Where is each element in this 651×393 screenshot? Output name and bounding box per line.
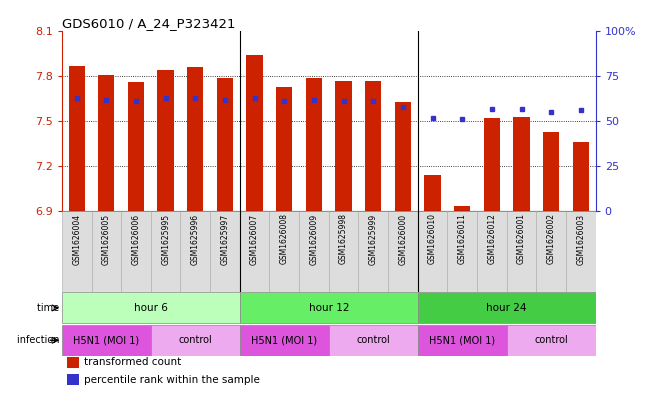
Bar bbox=[424, 175, 441, 211]
Bar bbox=[270, 211, 299, 292]
Bar bbox=[187, 67, 204, 211]
Bar bbox=[62, 211, 92, 292]
Text: control: control bbox=[356, 335, 390, 345]
Text: GSM1626005: GSM1626005 bbox=[102, 213, 111, 264]
Bar bbox=[121, 211, 151, 292]
Text: transformed count: transformed count bbox=[84, 358, 182, 367]
Bar bbox=[210, 211, 240, 292]
Text: GSM1625995: GSM1625995 bbox=[161, 213, 170, 264]
Text: GSM1626012: GSM1626012 bbox=[488, 213, 496, 264]
Bar bbox=[506, 325, 596, 356]
Text: hour 24: hour 24 bbox=[486, 303, 527, 313]
Text: H5N1 (MOI 1): H5N1 (MOI 1) bbox=[74, 335, 139, 345]
Text: infection: infection bbox=[16, 335, 62, 345]
Text: hour 6: hour 6 bbox=[134, 303, 168, 313]
Bar bbox=[484, 118, 500, 211]
Bar bbox=[447, 211, 477, 292]
Bar bbox=[477, 211, 506, 292]
Bar bbox=[536, 211, 566, 292]
Bar bbox=[151, 211, 180, 292]
Bar bbox=[158, 70, 174, 211]
Text: GSM1626001: GSM1626001 bbox=[517, 213, 526, 264]
Bar bbox=[514, 117, 530, 211]
Bar bbox=[359, 211, 388, 292]
Bar bbox=[418, 211, 447, 292]
Bar bbox=[62, 325, 151, 356]
Text: control: control bbox=[178, 335, 212, 345]
Bar bbox=[151, 325, 240, 356]
Bar bbox=[454, 206, 471, 211]
Bar bbox=[306, 78, 322, 211]
Bar bbox=[92, 211, 121, 292]
Bar bbox=[240, 325, 329, 356]
Text: H5N1 (MOI 1): H5N1 (MOI 1) bbox=[429, 335, 495, 345]
Text: hour 12: hour 12 bbox=[309, 303, 349, 313]
Bar bbox=[276, 87, 292, 211]
Text: GDS6010 / A_24_P323421: GDS6010 / A_24_P323421 bbox=[62, 17, 236, 30]
Text: GSM1626006: GSM1626006 bbox=[132, 213, 141, 264]
Bar bbox=[67, 357, 79, 368]
Text: GSM1626010: GSM1626010 bbox=[428, 213, 437, 264]
Bar bbox=[67, 374, 79, 385]
Text: GSM1625997: GSM1625997 bbox=[221, 213, 229, 264]
Text: GSM1626008: GSM1626008 bbox=[280, 213, 289, 264]
Bar bbox=[543, 132, 559, 211]
Bar bbox=[299, 211, 329, 292]
Text: GSM1626003: GSM1626003 bbox=[576, 213, 585, 264]
Bar bbox=[335, 81, 352, 211]
Bar bbox=[566, 211, 596, 292]
Bar bbox=[573, 142, 589, 211]
Text: GSM1626009: GSM1626009 bbox=[309, 213, 318, 264]
Bar bbox=[365, 81, 381, 211]
Text: control: control bbox=[534, 335, 568, 345]
Bar bbox=[329, 211, 359, 292]
Text: GSM1626011: GSM1626011 bbox=[458, 213, 467, 264]
Text: GSM1626002: GSM1626002 bbox=[547, 213, 556, 264]
Text: GSM1625999: GSM1625999 bbox=[368, 213, 378, 264]
Text: GSM1626007: GSM1626007 bbox=[250, 213, 259, 264]
Bar bbox=[240, 211, 270, 292]
Text: GSM1626004: GSM1626004 bbox=[72, 213, 81, 264]
Bar bbox=[62, 292, 240, 323]
Bar bbox=[395, 102, 411, 211]
Bar bbox=[418, 292, 596, 323]
Bar bbox=[506, 211, 536, 292]
Bar bbox=[388, 211, 418, 292]
Bar bbox=[329, 325, 418, 356]
Bar bbox=[128, 82, 144, 211]
Bar bbox=[180, 211, 210, 292]
Text: GSM1625996: GSM1625996 bbox=[191, 213, 200, 264]
Bar bbox=[247, 55, 263, 211]
Bar bbox=[98, 75, 115, 211]
Bar bbox=[217, 78, 233, 211]
Text: GSM1625998: GSM1625998 bbox=[339, 213, 348, 264]
Text: H5N1 (MOI 1): H5N1 (MOI 1) bbox=[251, 335, 317, 345]
Text: time: time bbox=[37, 303, 62, 313]
Text: GSM1626000: GSM1626000 bbox=[398, 213, 408, 264]
Bar bbox=[68, 66, 85, 211]
Bar bbox=[240, 292, 418, 323]
Text: percentile rank within the sample: percentile rank within the sample bbox=[84, 375, 260, 385]
Bar bbox=[418, 325, 506, 356]
